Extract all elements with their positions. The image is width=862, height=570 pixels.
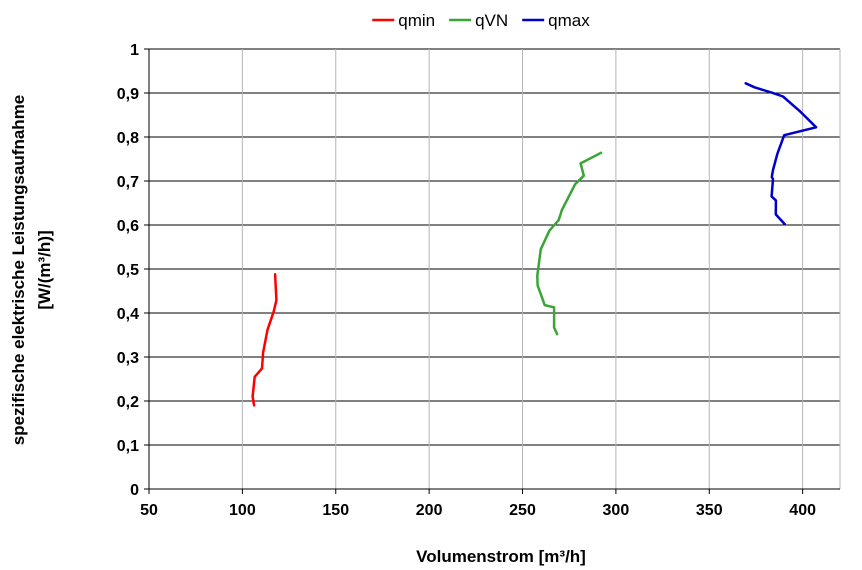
y-tick-label: 0,4 [117,306,139,323]
axes [144,48,840,494]
x-tick-label: 400 [789,502,816,519]
grid [149,48,841,489]
y-tick-label: 0,9 [117,86,139,103]
x-tick-label: 200 [416,502,443,519]
y-tick-label: 1 [130,42,139,59]
x-tick-label: 100 [229,502,256,519]
series-lines [251,82,818,407]
y-axis-title-line-2: [W/(m³/h)] [35,230,54,309]
y-axis-title-line-1: spezifische elektrische Leistungsaufnahm… [9,95,28,446]
x-tick-label: 150 [322,502,349,519]
y-tick-label: 0,2 [117,394,139,411]
legend-label-qVN: qVN [475,11,508,30]
y-tick-label: 0,3 [117,350,139,367]
series-line-qmin [251,273,278,407]
legend: qmin qVN qmax [372,11,590,30]
y-tick-label: 0,7 [117,174,139,191]
legend-label-qmin: qmin [398,11,435,30]
y-tick-label: 0 [130,482,139,499]
y-tick-label: 0,6 [117,218,139,235]
x-axis-title: Volumenstrom [m³/h] [416,547,586,566]
x-tick-label: 50 [140,502,158,519]
y-tick-label: 0,8 [117,130,139,147]
series-line-qmax [744,82,818,226]
y-tick-label: 0,1 [117,438,139,455]
legend-label-qmax: qmax [548,11,590,30]
y-tick-label: 0,5 [117,262,139,279]
x-tick-label: 250 [509,502,536,519]
x-tick-label: 300 [603,502,630,519]
y-axis-title: spezifische elektrische Leistungsaufnahm… [9,95,54,446]
series-line-qVN [536,151,603,336]
x-tick-label: 350 [696,502,723,519]
